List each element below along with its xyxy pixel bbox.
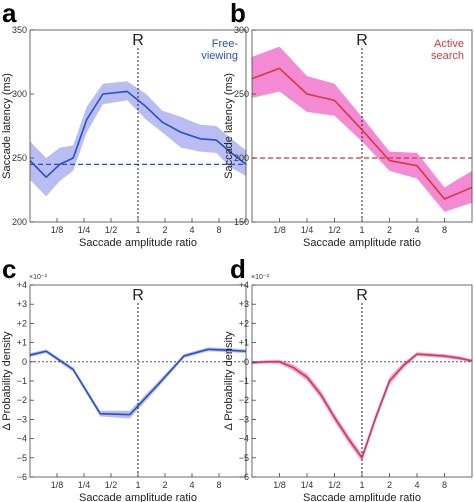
x-tick-label: 1 <box>359 480 364 490</box>
y-tick-label: 0 <box>22 357 27 367</box>
x-tick-label: 1/2 <box>328 480 341 490</box>
y-tick-label: −2 <box>17 395 27 405</box>
y-tick-label: 150 <box>234 217 249 227</box>
y-tick-label: 200 <box>234 153 249 163</box>
y-tick-label: 0 <box>244 357 249 367</box>
x-tick-label: 1 <box>359 225 364 235</box>
y-tick-label: 350 <box>12 25 27 35</box>
chart-panel-a: a 1/8 1/4 1/2 1 2 4 8 200 250 300 350 Saccade amplit… <box>1 0 247 249</box>
x-tick-label: 1/8 <box>273 225 286 235</box>
y-axis-label: Saccade latency (ms) <box>223 73 235 179</box>
x-tick-label: 4 <box>414 480 419 490</box>
x-tick-label: 8 <box>216 480 221 490</box>
exponent-label: ×10⁻² <box>251 274 270 281</box>
confidence-band <box>30 81 246 197</box>
y-tick-label: −4 <box>17 434 27 444</box>
chart-panel-c: c 1/8 1/4 1/2 1 2 4 8 −6 −5 −4 −3 −2 −1 0 +1 +2 +3 +4 Sacca… <box>1 254 247 502</box>
x-tick-label: 1/2 <box>328 225 341 235</box>
annotation-line: viewing <box>201 50 238 62</box>
y-tick-label: 300 <box>234 25 249 35</box>
series-line <box>251 67 473 200</box>
x-tick-label: 2 <box>162 480 167 490</box>
y-tick-label: −4 <box>239 434 249 444</box>
x-axis-label: Saccade amplitude ratio <box>303 237 421 249</box>
y-tick-label: +1 <box>17 338 27 348</box>
y-tick-label: +2 <box>17 318 27 328</box>
panel-letter: b <box>230 0 246 28</box>
x-tick-label: 8 <box>442 480 447 490</box>
y-tick-label: +4 <box>17 280 27 290</box>
x-tick-label: 8 <box>216 225 221 235</box>
y-tick-label: −1 <box>17 376 27 386</box>
x-axis-label: Saccade amplitude ratio <box>79 237 197 249</box>
y-tick-label: −6 <box>17 472 27 482</box>
panel-letter: d <box>230 254 246 284</box>
chart-panel-b: b 1/8 1/4 1/2 1 2 4 8 150 200 250 300 Saccade amplit… <box>223 0 473 249</box>
y-tick-label: −6 <box>239 472 249 482</box>
annotation-line: search <box>431 50 464 62</box>
x-tick-label: 1 <box>135 480 140 490</box>
x-tick-label: 1/2 <box>105 480 118 490</box>
y-axis-label: Saccade latency (ms) <box>1 73 13 179</box>
y-axis-label: Δ Probability density <box>223 331 235 431</box>
x-tick-label: 1/4 <box>78 225 91 235</box>
x-tick-label: 1/8 <box>51 480 64 490</box>
x-tick-label: 4 <box>189 480 194 490</box>
x-tick-label: 1/8 <box>51 225 64 235</box>
y-tick-label: +4 <box>239 280 249 290</box>
y-tick-label: 300 <box>12 89 27 99</box>
x-tick-label: 4 <box>189 225 194 235</box>
panel-letter: c <box>2 254 16 284</box>
annotation-line: Active <box>434 38 464 50</box>
x-tick-label: 1/4 <box>301 225 314 235</box>
y-tick-label: +3 <box>239 299 249 309</box>
y-tick-label: +3 <box>17 299 27 309</box>
x-axis-label: Saccade amplitude ratio <box>303 492 421 502</box>
y-tick-label: 200 <box>12 217 27 227</box>
annotation-line: Free- <box>212 38 239 50</box>
exponent-label: ×10⁻² <box>29 274 48 281</box>
reference-label: R <box>132 287 144 304</box>
y-tick-label: −5 <box>239 453 249 463</box>
reference-label: R <box>356 287 368 304</box>
reference-label: R <box>356 32 368 49</box>
x-tick-label: 4 <box>414 225 419 235</box>
reference-label: R <box>132 32 144 49</box>
x-tick-label: 1/8 <box>273 480 286 490</box>
y-tick-label: 250 <box>12 153 27 163</box>
confidence-band <box>252 352 472 462</box>
x-tick-label: 1 <box>135 225 140 235</box>
x-tick-label: 2 <box>162 225 167 235</box>
x-axis-label: Saccade amplitude ratio <box>79 492 197 502</box>
y-tick-label: −3 <box>239 414 249 424</box>
x-tick-label: 1/4 <box>301 480 314 490</box>
y-tick-label: −1 <box>239 376 249 386</box>
x-tick-label: 2 <box>387 225 392 235</box>
x-tick-label: 2 <box>387 480 392 490</box>
y-tick-label: −2 <box>239 395 249 405</box>
x-tick-label: 8 <box>442 225 447 235</box>
y-tick-label: −3 <box>17 414 27 424</box>
y-axis-label: Δ Probability density <box>1 331 13 431</box>
series-line <box>251 353 473 459</box>
y-tick-label: 250 <box>234 89 249 99</box>
y-tick-label: +2 <box>239 318 249 328</box>
y-tick-label: −5 <box>17 453 27 463</box>
x-tick-label: 1/2 <box>105 225 118 235</box>
series-line <box>29 348 247 416</box>
series-line <box>29 90 247 178</box>
chart-panel-d: d 1/8 1/4 1/2 1 2 4 8 −6 −5 −4 −3 −2 −1 0 +1 +2 +3 +4 Sacca… <box>223 254 473 502</box>
panel-letter: a <box>2 0 17 28</box>
x-tick-label: 1/4 <box>78 480 91 490</box>
y-tick-label: +1 <box>239 338 249 348</box>
